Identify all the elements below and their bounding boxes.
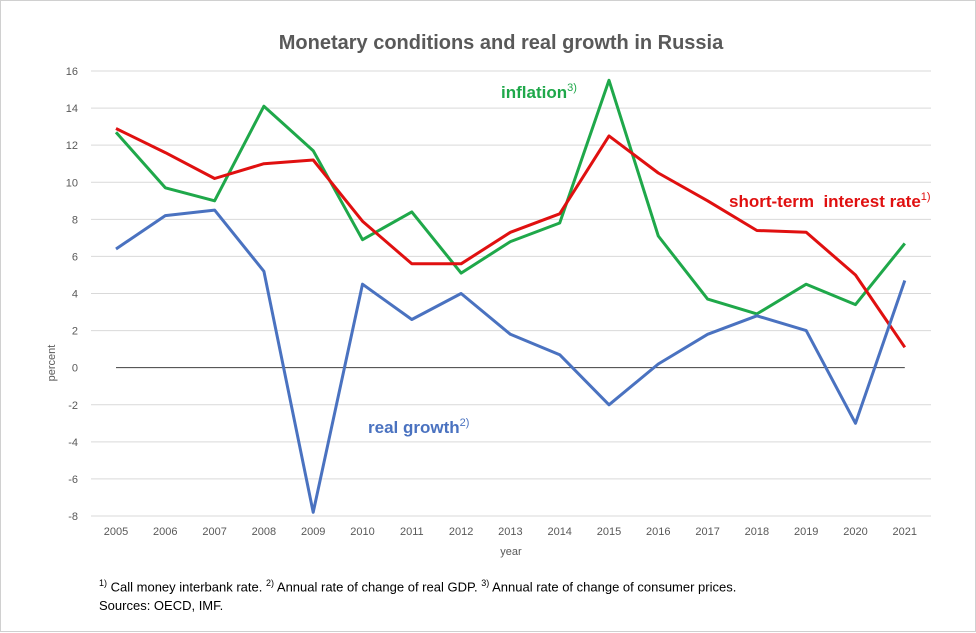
y-tick-label: 6 (72, 251, 78, 263)
series-labels: inflation3) short-term interest rate1) rea… (368, 82, 931, 437)
x-tick-label: 2018 (745, 526, 769, 538)
y-tick-label: 4 (72, 289, 78, 301)
y-tick-label: -6 (68, 474, 78, 486)
x-tick-label: 2021 (893, 526, 917, 538)
x-tick-label: 2008 (252, 526, 276, 538)
y-tick-label: -4 (68, 437, 78, 449)
series-label-sup: 2) (460, 417, 470, 429)
x-tick-label: 2016 (646, 526, 670, 538)
x-tick-label: 2009 (301, 526, 325, 538)
series-line-2 (115, 208, 907, 514)
series-label-sup: 3) (567, 82, 577, 94)
y-tick-label: 16 (66, 66, 78, 78)
footnote-3-text: Annual rate of change of consumer prices… (489, 579, 737, 595)
y-axis-label: percent (46, 345, 58, 382)
series-label-1: short-term interest rate1) (729, 191, 931, 211)
y-tick-label: -8 (68, 511, 78, 523)
y-tick-label: -2 (68, 400, 78, 412)
footnote-definitions: 1) Call money interbank rate. 2) Annual … (99, 578, 736, 594)
x-tick-label: 2012 (449, 526, 473, 538)
x-tick-labels: 2005 2006 2007 2008 2009 2010 2011 2012 2013 2014… (104, 526, 917, 538)
x-tick-label: 2014 (547, 526, 571, 538)
x-tick-label: 2006 (153, 526, 177, 538)
chart-title: Monetary conditions and real growth in R… (279, 32, 724, 54)
x-tick-label: 2010 (350, 526, 374, 538)
y-tick-label: 14 (66, 103, 78, 115)
x-tick-label: 2013 (498, 526, 522, 538)
series-label-0: inflation3) (501, 82, 577, 102)
x-tick-label: 2015 (597, 526, 621, 538)
footnote-1-text: Call money interbank rate. (107, 579, 266, 595)
x-tick-label: 2011 (400, 526, 424, 538)
series-lines (114, 78, 907, 514)
y-tick-label: 0 (72, 363, 78, 375)
series-label-name: inflation (501, 83, 567, 102)
y-tick-label: 8 (72, 214, 78, 226)
x-tick-label: 2020 (843, 526, 867, 538)
x-tick-label: 2017 (695, 526, 719, 538)
x-tick-label: 2007 (202, 526, 226, 538)
series-line-0 (114, 78, 906, 316)
y-tick-label: 10 (66, 177, 78, 189)
footnote-1-marker: 1) (99, 578, 108, 588)
series-label-sup: 1) (921, 191, 931, 203)
y-tick-label: 2 (72, 326, 78, 338)
series-line-1 (115, 127, 907, 349)
y-tick-labels: -8 -6 -4 -2 0 2 4 6 8 10 12 14 16 (66, 66, 78, 523)
footnote-2-text: Annual rate of change of real GDP. (274, 579, 482, 595)
x-tick-label: 2019 (794, 526, 818, 538)
footnote-2-marker: 2) (265, 578, 274, 588)
footnote-sources: Sources: OECD, IMF. (99, 598, 224, 613)
x-tick-label: 2005 (104, 526, 128, 538)
footnote-3-marker: 3) (481, 578, 490, 588)
gridlines (91, 70, 931, 517)
series-label-name: real growth (368, 418, 460, 437)
series-label-name: short-term interest rate (729, 192, 921, 211)
x-axis-label: year (500, 546, 522, 558)
y-tick-label: 12 (66, 140, 78, 152)
series-label-2: real growth2) (368, 417, 469, 437)
